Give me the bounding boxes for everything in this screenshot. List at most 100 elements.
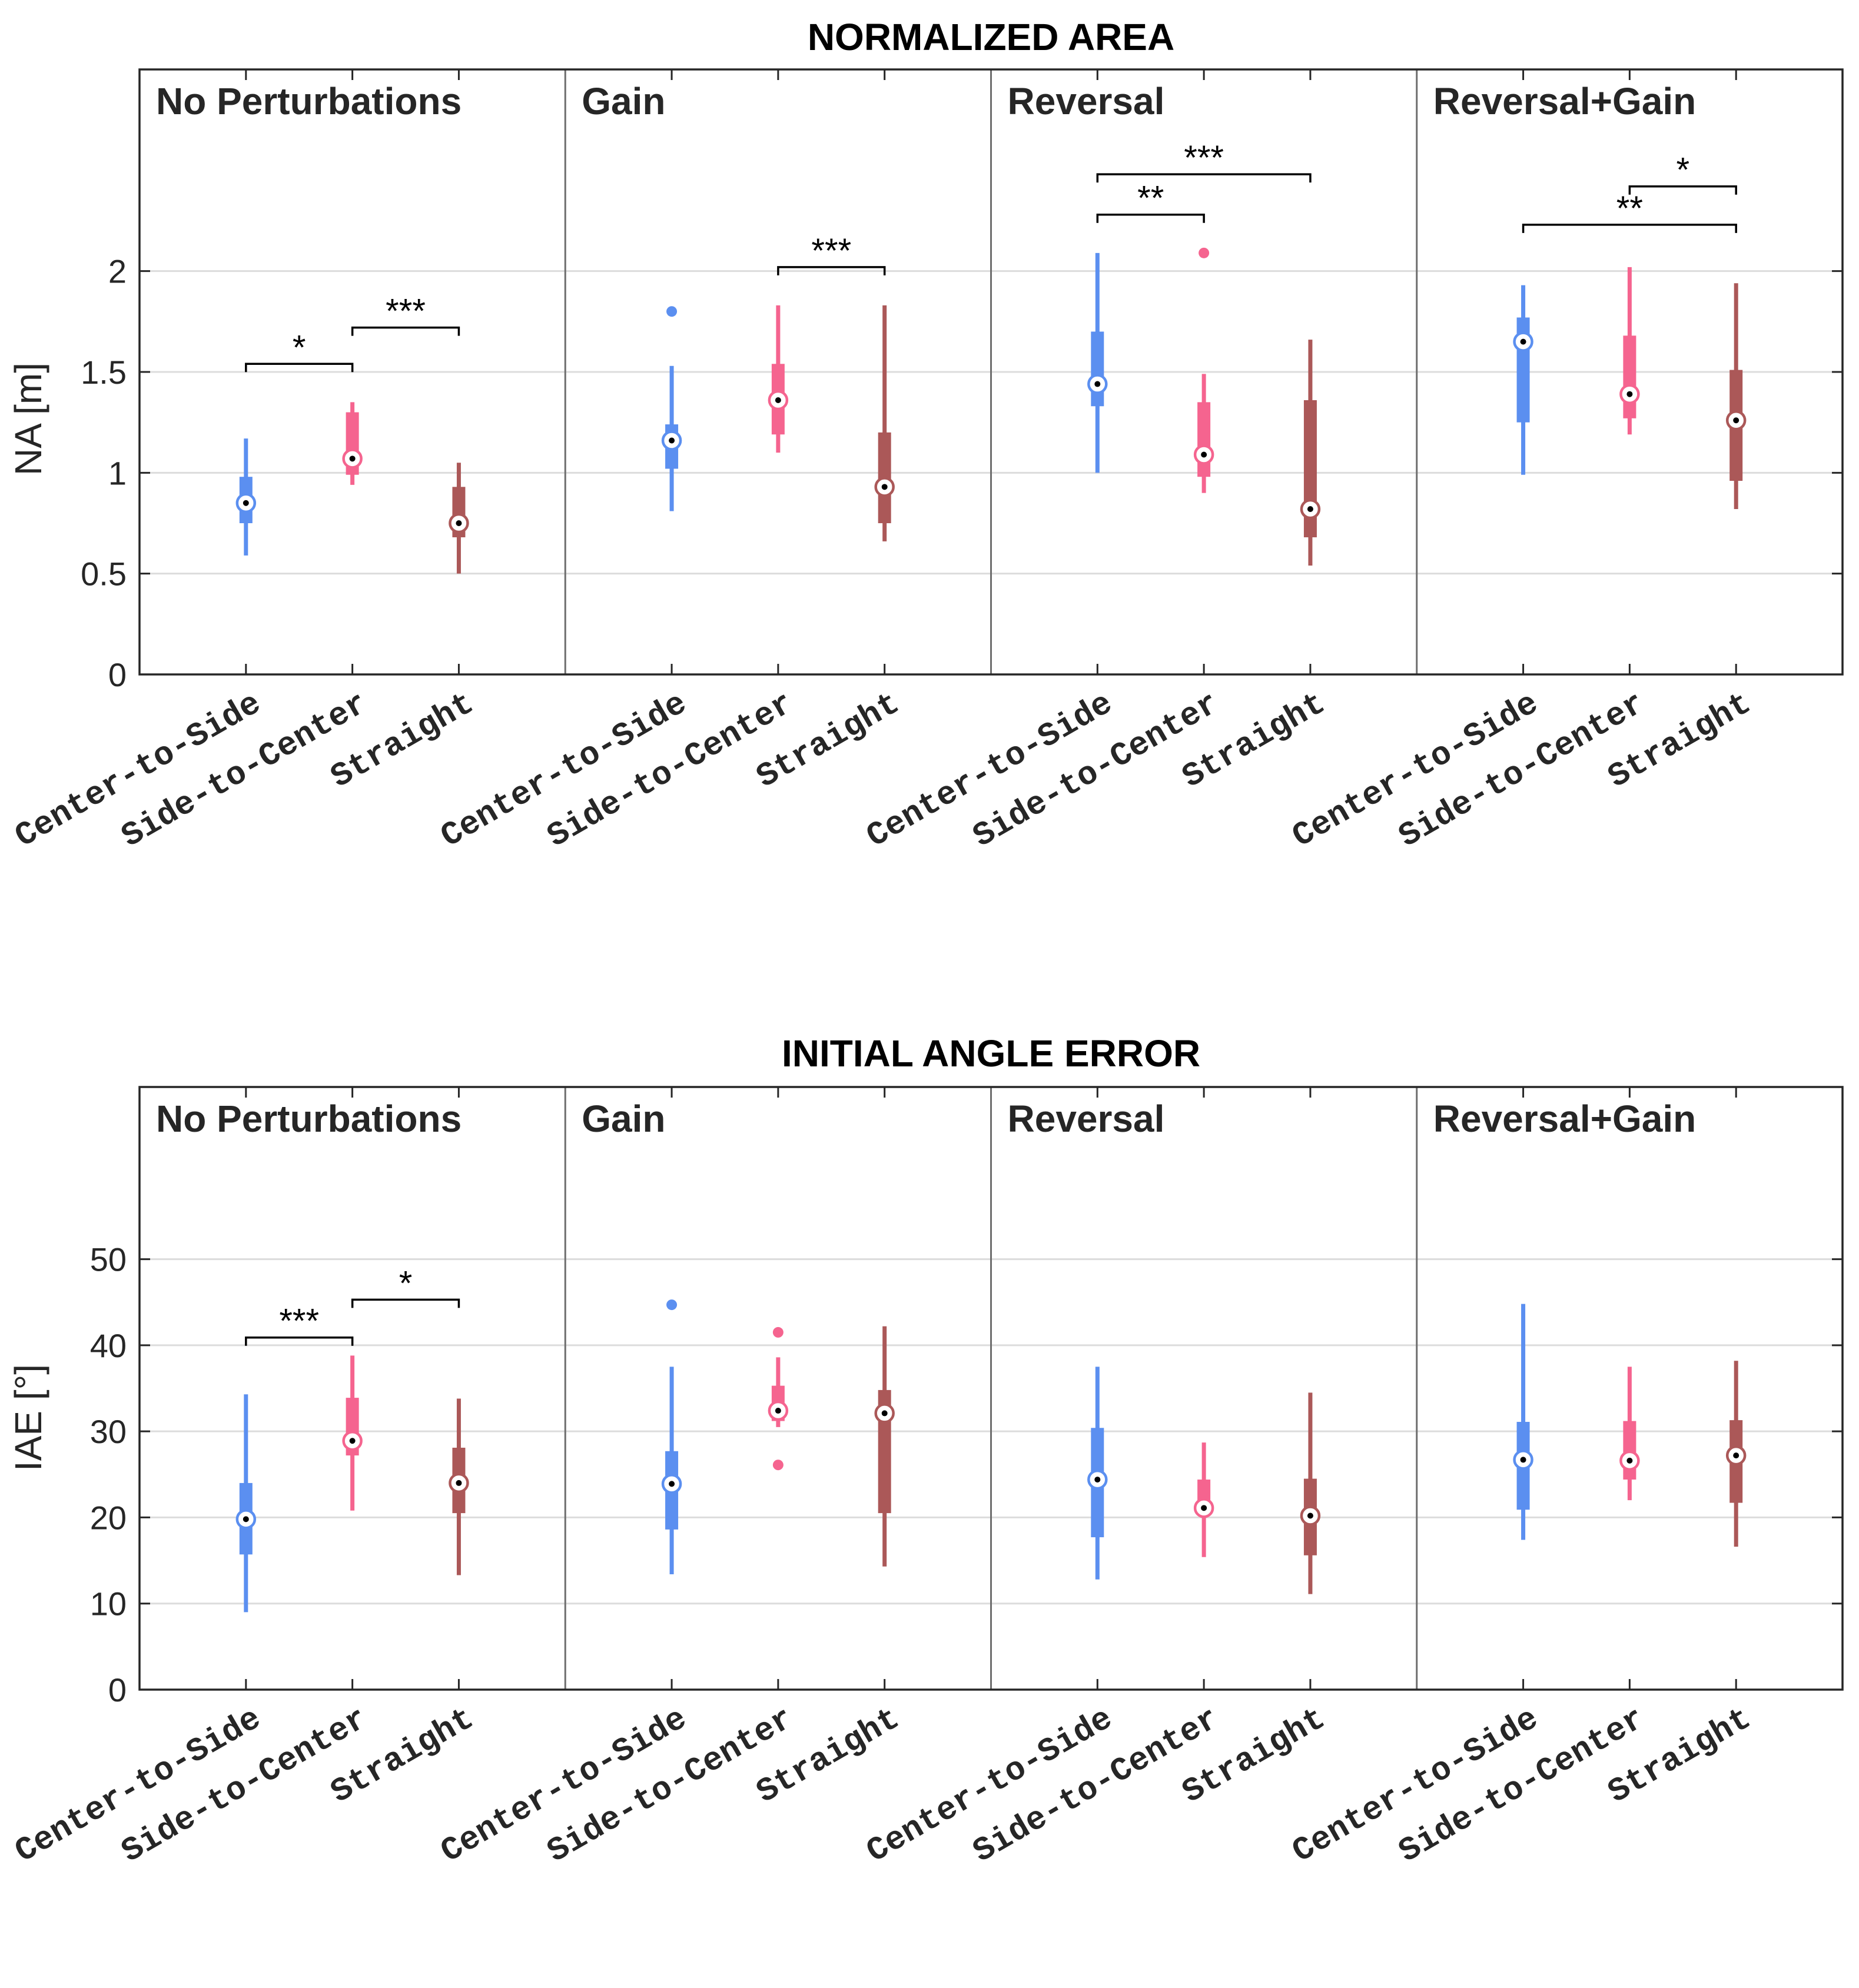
significance-bracket: ** (1096, 179, 1205, 223)
significance-bracket: * (245, 328, 354, 373)
median-dot (1201, 1505, 1207, 1511)
median-dot (456, 520, 462, 526)
panel-label: Gain (582, 80, 665, 122)
median-dot (1733, 417, 1740, 424)
significance-label: * (293, 328, 306, 367)
median-dot (1520, 1457, 1526, 1463)
panel-label: Reversal (1008, 1098, 1165, 1140)
significance-bracket: *** (777, 232, 886, 275)
box-side-to-center (342, 1355, 363, 1511)
iqr-box (1623, 335, 1636, 418)
outlier-point (666, 1299, 678, 1311)
median-dot (881, 484, 888, 490)
panel-3: ReversalCenter-to-SideSide-to-CenterStra… (860, 69, 1332, 856)
significance-label: *** (811, 232, 851, 270)
median-dot (1307, 506, 1313, 513)
significance-label: * (399, 1264, 413, 1302)
outlier-point (1199, 247, 1210, 258)
median-dot (349, 456, 356, 462)
box-straight (449, 1398, 469, 1575)
box-straight (449, 463, 469, 574)
median-dot (456, 1480, 462, 1486)
significance-label: *** (1184, 139, 1224, 177)
significance-bracket: ** (1522, 190, 1737, 233)
ytick-label: 10 (90, 1585, 127, 1623)
significance-label: ** (1137, 179, 1164, 218)
ytick-label: 1 (108, 454, 127, 491)
ytick-label: 40 (90, 1327, 127, 1364)
bracket-line (1096, 173, 1312, 183)
chart-title: INITIAL ANGLE ERROR (782, 1032, 1200, 1075)
median-dot (1733, 1452, 1740, 1459)
bracket-line (245, 1336, 354, 1346)
median-dot (349, 1438, 356, 1444)
ytick-label: 0.5 (81, 556, 127, 593)
box-side-to-center (1193, 1442, 1214, 1557)
iqr-box (1197, 402, 1211, 477)
significance-bracket: * (1628, 151, 1737, 195)
panel-3: ReversalCenter-to-SideSide-to-CenterStra… (860, 1087, 1332, 1871)
outlier-point (772, 1327, 784, 1338)
plot-frame (138, 68, 1844, 676)
significance-label: *** (279, 1302, 319, 1341)
iqr-box (1623, 1421, 1636, 1480)
median-dot (669, 1481, 675, 1487)
box-center-to-side (1513, 285, 1533, 475)
chart-title: NORMALIZED AREA (808, 16, 1174, 58)
median-dot (669, 437, 675, 444)
box-side-to-center (768, 1327, 789, 1471)
box-straight (1300, 1392, 1321, 1594)
median-dot (243, 500, 249, 506)
box-center-to-side (235, 1394, 257, 1613)
panel-label: No Perturbations (156, 1098, 462, 1140)
panel-label: Reversal (1008, 80, 1165, 122)
box-center-to-side (1087, 252, 1108, 473)
box-side-to-center (1619, 267, 1640, 435)
outlier-point (666, 306, 678, 317)
box-center-to-side (235, 438, 257, 556)
median-dot (775, 397, 781, 403)
y-axis-label: NA [m] (7, 363, 49, 476)
box-straight (874, 1326, 895, 1567)
significance-label: ** (1616, 190, 1643, 228)
box-straight (1725, 1361, 1747, 1547)
y-axis-label: IAE [°] (7, 1364, 49, 1471)
ytick-label: 1.5 (81, 354, 127, 391)
panel-label: Reversal+Gain (1433, 1098, 1697, 1140)
median-dot (1307, 1512, 1313, 1519)
panel-label: No Perturbations (156, 80, 462, 122)
median-dot (1626, 391, 1633, 397)
significance-bracket: *** (1096, 139, 1312, 183)
box-side-to-center (1193, 247, 1214, 493)
bracket-line (777, 266, 886, 275)
outlier-point (772, 1460, 784, 1471)
box-straight (874, 305, 895, 541)
ytick-label: 0 (108, 656, 127, 693)
panel-1: No PerturbationsCenter-to-SideSide-to-Ce… (9, 69, 480, 856)
bracket-line (351, 326, 460, 336)
median-dot (243, 1516, 249, 1522)
panel-label: Reversal+Gain (1433, 80, 1697, 122)
significance-label: *** (386, 292, 426, 331)
box-side-to-center (768, 305, 789, 453)
median-dot (1094, 1477, 1101, 1483)
panel-label: Gain (582, 1098, 665, 1140)
box-center-to-side (661, 306, 682, 511)
box-side-to-center (1619, 1367, 1640, 1501)
iqr-box (1091, 331, 1104, 407)
bracket-line (245, 363, 354, 373)
panel-1: No PerturbationsCenter-to-SideSide-to-Ce… (9, 1087, 480, 1871)
ytick-label: 50 (90, 1241, 127, 1278)
median-dot (1201, 451, 1207, 458)
bracket-line (1628, 185, 1737, 195)
box-center-to-side (661, 1299, 682, 1574)
panel-4: Reversal+GainCenter-to-SideSide-to-Cente… (1286, 1087, 1758, 1871)
significance-bracket: *** (245, 1302, 354, 1346)
significance-bracket: *** (351, 292, 460, 336)
ytick-label: 30 (90, 1413, 127, 1450)
median-dot (881, 1410, 888, 1417)
